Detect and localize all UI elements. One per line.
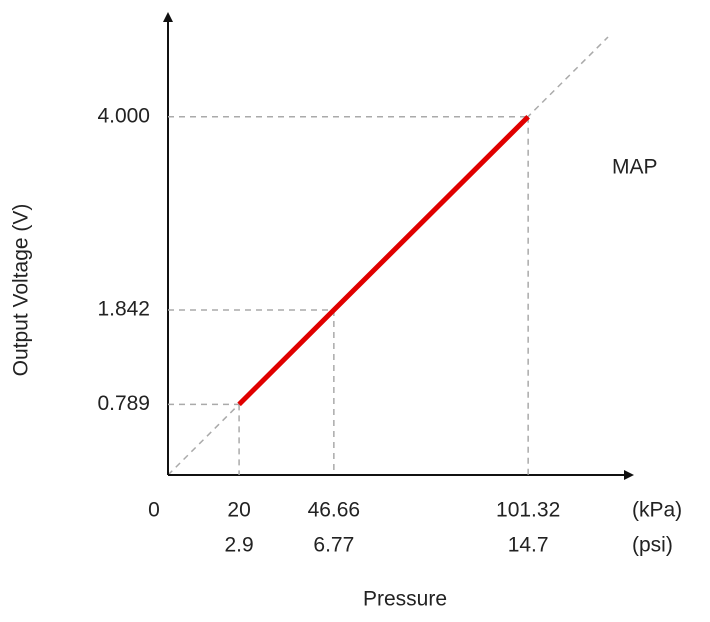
x-tick-label: 0	[148, 499, 160, 522]
y-axis-label: Output Voltage (V)	[10, 204, 33, 377]
x-tick-label: 101.32	[496, 499, 560, 522]
x-unit: (kPa)	[632, 499, 682, 522]
y-tick-label: 1.842	[97, 298, 150, 321]
x-tick-label: 20	[227, 499, 250, 522]
x-axis-label: Pressure	[363, 588, 447, 611]
y-tick-label: 4.000	[97, 104, 150, 127]
y-tick-label: 0.789	[97, 392, 150, 415]
series-label: MAP	[612, 156, 658, 179]
data-line	[237, 115, 530, 407]
x2-tick-label: 6.77	[313, 534, 354, 557]
x-tick-label: 46.66	[308, 499, 361, 522]
x2-unit: (psi)	[632, 534, 673, 557]
x2-tick-label: 2.9	[224, 534, 253, 557]
x2-tick-label: 14.7	[508, 534, 549, 557]
